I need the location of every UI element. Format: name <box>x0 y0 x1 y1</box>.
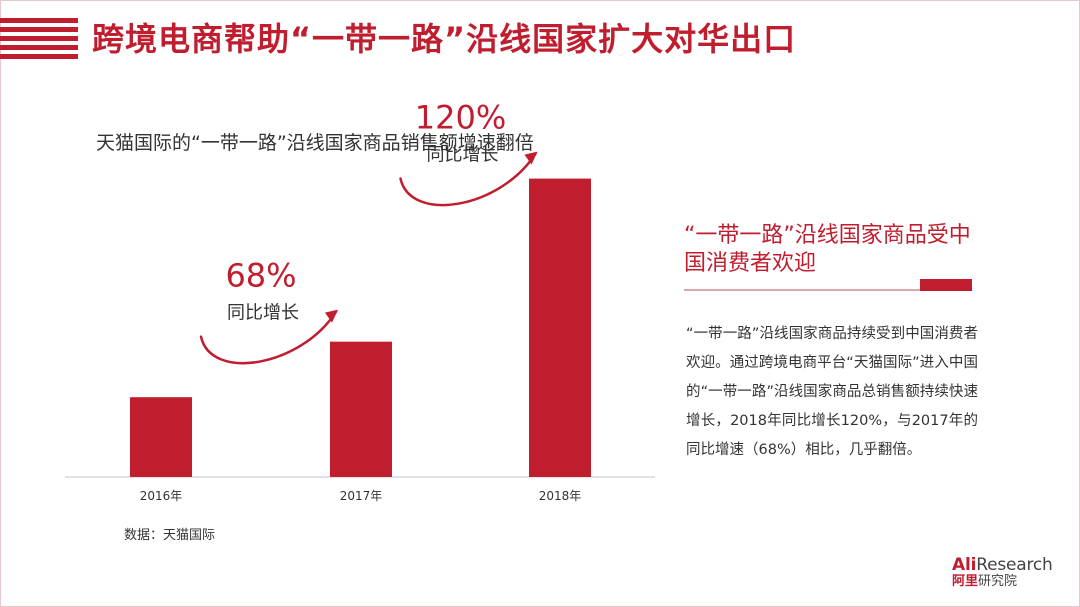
title-stripe <box>0 18 78 23</box>
title-stripes-decoration <box>0 18 78 63</box>
aliresearch-logo: AliResearch 阿里研究院 <box>952 556 1053 589</box>
chart-title: 天猫国际的“一带一路”沿线国家商品销售额增速翻倍 <box>96 132 534 154</box>
x-tick-label: 2018年 <box>539 489 582 503</box>
title-stripe <box>0 45 78 50</box>
title-stripe <box>0 54 78 59</box>
logo-brand-red: Ali <box>952 555 977 575</box>
growth-arrow-curve <box>199 310 338 365</box>
growth-arrow-curve <box>399 152 537 207</box>
growth-caption-label: 同比增长 <box>427 145 499 166</box>
bar-2017年 <box>330 341 392 477</box>
growth-arrow-head <box>325 309 338 323</box>
page-title: 跨境电商帮助“一带一路”沿线国家扩大对华出口 <box>92 20 797 58</box>
sidebar-body-text: “一带一路”沿线国家商品持续受到中国消费者欢迎。通过跨境电商平台“天猫国际”进入… <box>686 326 978 458</box>
x-tick-label: 2016年 <box>140 489 183 503</box>
sidebar-heading: “一带一路”沿线国家商品受中国消费者欢迎 <box>684 223 971 276</box>
logo-brand-rest: Research <box>976 555 1053 575</box>
sidebar-divider-accent <box>920 279 972 291</box>
growth-rate-label: 120% <box>415 99 506 137</box>
bar-2016年 <box>130 397 192 477</box>
growth-caption-label: 同比增长 <box>227 303 299 324</box>
bar-2018年 <box>529 178 591 477</box>
logo-sub-red: 阿里 <box>952 574 979 589</box>
logo-subtitle: 阿里研究院 <box>952 574 1053 589</box>
title-stripe <box>0 36 78 41</box>
logo-wordmark: AliResearch <box>952 556 1053 574</box>
growth-arrow-head <box>524 151 538 165</box>
logo-sub-rest: 研究院 <box>978 574 1018 589</box>
growth-rate-label: 68% <box>225 257 296 295</box>
data-source-note: 数据：天猫国际 <box>124 528 216 543</box>
title-stripe <box>0 27 78 32</box>
bar-chart: 2016年 2017年 2018年 68% 同比增长 120% 同比增长 <box>65 99 655 503</box>
x-tick-label: 2017年 <box>340 489 383 503</box>
sidebar-divider <box>684 289 972 291</box>
